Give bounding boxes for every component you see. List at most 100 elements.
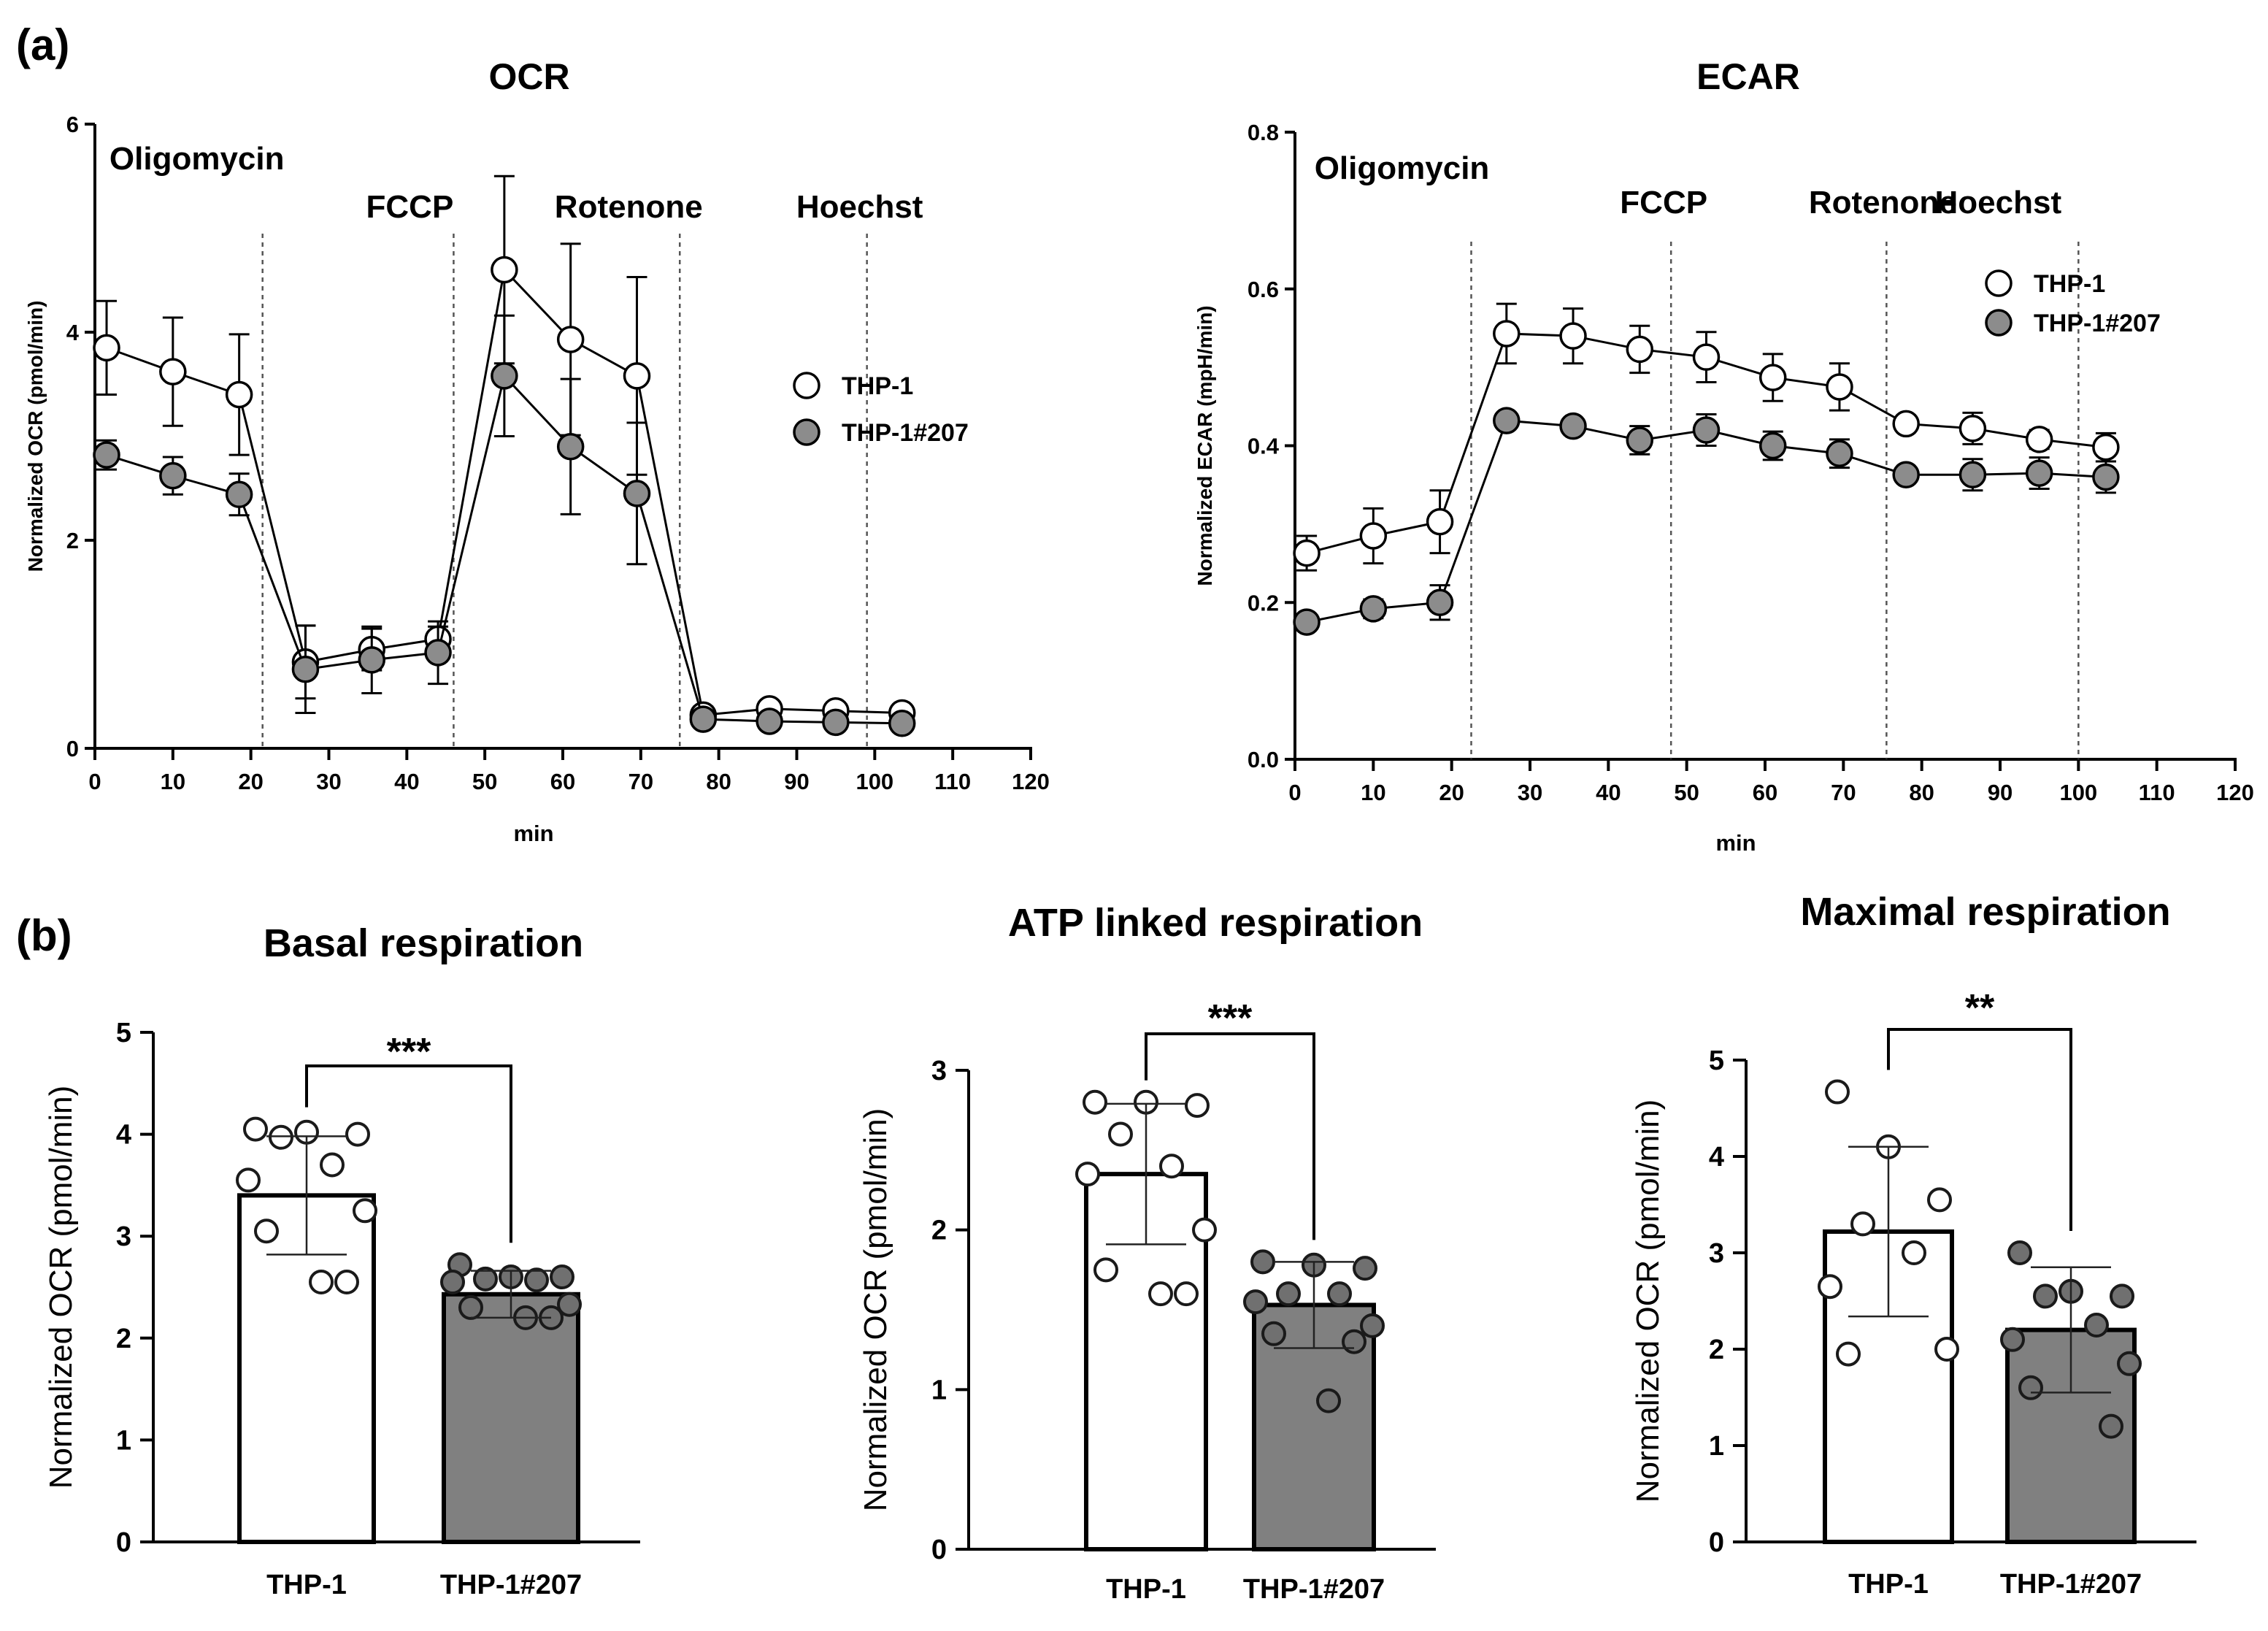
ocr-thp1-legend-marker (793, 372, 820, 399)
ecar-thp1-207-point (1826, 440, 1853, 467)
ecar-x-tick-label: 70 (1831, 780, 1856, 805)
maximal-thp1-207-point (2007, 1240, 2032, 1265)
basal-thp1-point (334, 1270, 359, 1295)
ocr-title: OCR (488, 56, 569, 97)
ocr-x-tick-label: 40 (394, 769, 419, 794)
ocr-thp1-207-point (225, 480, 253, 509)
basal-thp1-point (269, 1124, 293, 1150)
maximal-thp1-207-point (2117, 1351, 2142, 1376)
maximal-significance-label: ** (1965, 987, 1995, 1029)
ecar-y-tick-label: 0.2 (1248, 590, 1279, 615)
basal-significance-bracket (305, 1064, 512, 1243)
ecar-thp1-point (1359, 522, 1388, 550)
atp-thp1-point (1148, 1281, 1173, 1307)
maximal-thp1-207-point (2084, 1313, 2109, 1338)
ocr-thp1-207-point (623, 480, 651, 507)
atp-y-tick-label: 3 (931, 1056, 947, 1086)
ocr-thp1-legend-label: THP-1 (842, 372, 913, 400)
maximal-title: Maximal respiration (1800, 890, 2170, 934)
ocr-x-tick-label: 20 (238, 769, 263, 794)
maximal-y-tick-label: 1 (1709, 1431, 1724, 1462)
ocr-x-tick-label: 10 (161, 769, 185, 794)
ocr-x-tick-label: 30 (316, 769, 341, 794)
ecar-injection-label: Rotenone (1809, 185, 1957, 220)
atp-thp1-point (1108, 1121, 1133, 1147)
ocr-thp1-207-point (556, 433, 585, 461)
atp-y-tick-label: 1 (931, 1375, 947, 1405)
ecar-thp1-207-point (1559, 412, 1587, 440)
atp-thp1-207-point (1261, 1321, 1286, 1346)
basal-thp1-point (243, 1116, 268, 1142)
ecar-thp1-207-point (1692, 416, 1721, 444)
ecar-thp1-point (1758, 364, 1787, 391)
maximal-y-label: Normalized OCR (pmol/min) (1630, 1100, 1666, 1503)
ecar-thp1-207-point (2092, 463, 2120, 491)
basal-thp1-207-bar (442, 1292, 580, 1544)
atp-thp1-point (1093, 1257, 1118, 1283)
maximal-thp1-point (1818, 1274, 1842, 1300)
maximal-y-tick-label: 5 (1709, 1045, 1724, 1076)
maximal-thp1-point (1825, 1079, 1850, 1105)
atp-thp1-point (1159, 1154, 1184, 1179)
ocr-x-label: min (513, 821, 553, 846)
ecar-thp1-point (1626, 335, 1654, 364)
ecar-x-tick-label: 10 (1361, 780, 1385, 805)
basal-respiration-bar-chart: Basal respiration 0 1 2 3 4 5 Normalized OCR (p… (43, 921, 640, 1600)
maximal-thp1-207-point (2033, 1283, 2058, 1309)
basal-significance-label: *** (387, 1031, 431, 1073)
ecar-thp1-207-point (1626, 426, 1654, 454)
ecar-x-tick-label: 20 (1439, 780, 1464, 805)
ocr-x-tick-label: 70 (628, 769, 653, 794)
ecar-x-label: min (1715, 830, 1756, 856)
ecar-thp1-point (1892, 410, 1920, 438)
maximal-thp1-207-point (2110, 1283, 2134, 1309)
ocr-x-tick-label: 50 (472, 769, 497, 794)
maximal-thp1-point (1850, 1211, 1875, 1237)
panel-label-b: (b) (16, 911, 72, 960)
atp-thp1-point (1075, 1162, 1100, 1187)
ocr-y-tick-label: 6 (66, 112, 79, 137)
atp-thp1-207-point (1250, 1249, 1275, 1275)
basal-thp1-207-point (440, 1270, 465, 1295)
maximal-y-tick-label: 0 (1709, 1527, 1724, 1558)
basal-y-label: Normalized OCR (pmol/min) (43, 1086, 79, 1489)
ecar-x-tick-label: 80 (1909, 780, 1934, 805)
ecar-thp1-point (2025, 426, 2053, 453)
maximal-respiration-bar-chart: Maximal respiration 0 1 2 3 4 5 Normalized OCR … (1630, 890, 2196, 1600)
basal-thp1-point (309, 1270, 334, 1295)
maximal-thp1-207-point (2000, 1327, 2025, 1352)
basal-y-tick-label: 4 (116, 1120, 131, 1151)
atp-thp1-point (1185, 1093, 1210, 1118)
atp-thp1-207-point (1276, 1281, 1301, 1307)
basal-thp1-point (320, 1152, 345, 1178)
ocr-thp1-207-point (491, 362, 518, 390)
ocr-y-tick-label: 4 (66, 320, 80, 345)
atp-y-label: Normalized OCR (pmol/min) (858, 1108, 893, 1512)
ocr-thp1-207-point (756, 707, 783, 735)
basal-thp1-207-point (473, 1266, 498, 1292)
ecar-thp1-point (1426, 507, 1454, 536)
atp-y-tick-label: 2 (931, 1216, 947, 1246)
ecar-y-tick-label: 0.6 (1248, 277, 1279, 302)
ecar-title: ECAR (1696, 56, 1800, 97)
atp-thp1-207-point (1316, 1388, 1341, 1413)
atp-thp1-207-category-label: THP-1#207 (1243, 1574, 1385, 1605)
maximal-thp1-point (1934, 1337, 1959, 1362)
atp-significance-label: *** (1208, 997, 1253, 1040)
ocr-injection-label: Hoechst (796, 189, 923, 225)
ocr-thp1-207-legend-marker (793, 418, 820, 446)
ecar-thp1-legend-marker (1985, 269, 2013, 297)
ocr-thp1-207-point (822, 708, 850, 737)
ocr-x-tick-label: 0 (88, 769, 101, 794)
ecar-thp1-207-point (2025, 459, 2053, 487)
maximal-thp1-point (1902, 1240, 1926, 1265)
ecar-thp1-point (1559, 322, 1587, 350)
basal-title: Basal respiration (264, 921, 583, 965)
basal-y-tick-label: 2 (116, 1324, 131, 1354)
atp-thp1-point (1174, 1281, 1199, 1307)
ecar-thp1-point (1826, 373, 1853, 401)
atp-significance-bracket (1145, 1032, 1315, 1240)
ecar-injection-label: Hoechst (1935, 185, 2062, 220)
